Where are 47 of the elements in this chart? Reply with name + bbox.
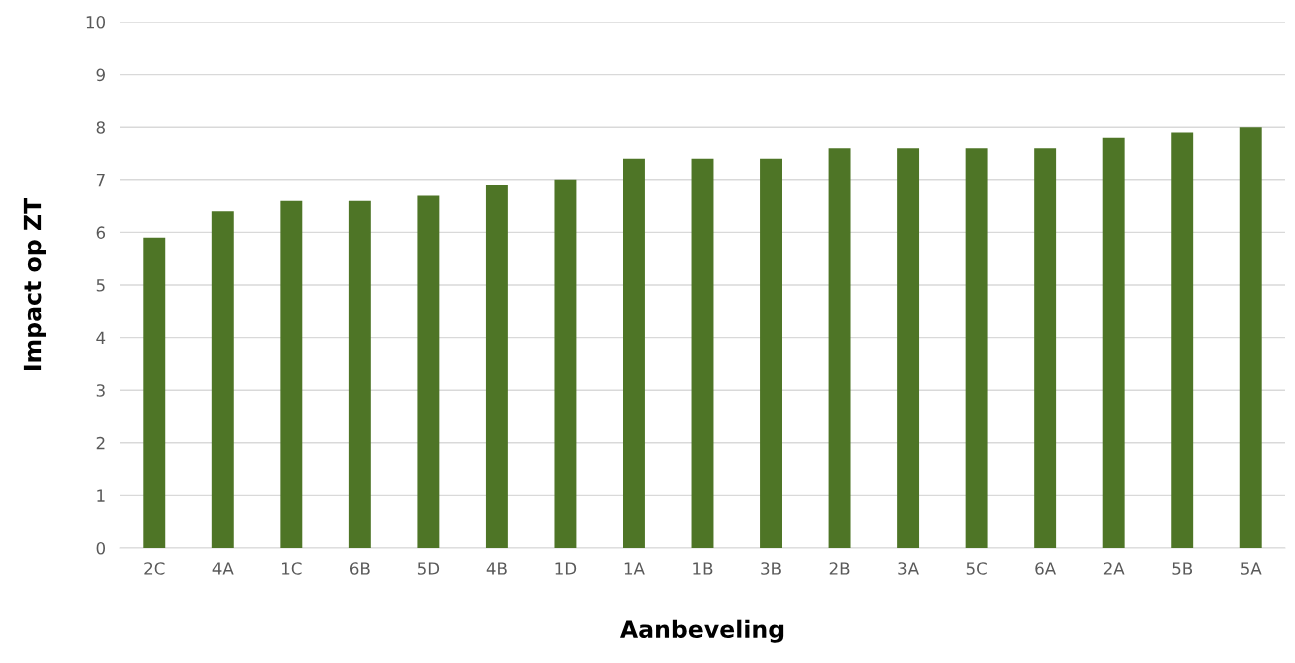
bar (280, 200, 303, 548)
x-tick-label: 1D (555, 562, 577, 575)
bar (965, 148, 988, 548)
x-tick-label: 5C (966, 562, 987, 575)
y-axis-title: Impact op ZT (23, 197, 47, 370)
bar (485, 185, 508, 548)
bar (828, 148, 851, 548)
bar (897, 148, 920, 548)
x-tick-label: 4B (486, 562, 507, 575)
y-tick-label: 10 (86, 15, 105, 29)
bar (1102, 137, 1125, 548)
y-tick-label: 8 (96, 121, 105, 134)
x-tick-label: 2B (829, 562, 850, 575)
y-tick-label: 2 (96, 436, 105, 450)
x-tick-label: 5D (417, 562, 440, 575)
bar (1171, 132, 1194, 548)
bar (143, 237, 166, 548)
y-tick-label: 5 (96, 279, 105, 292)
bar (211, 211, 234, 548)
x-tick-label: 5A (1241, 562, 1262, 575)
bar (1034, 148, 1057, 548)
y-tick-label: 3 (96, 384, 105, 397)
y-tick-label: 7 (96, 173, 105, 187)
x-axis-title: Aanbeveling (620, 619, 784, 643)
x-tick-label: 6A (1035, 562, 1057, 575)
x-tick-label: 4A (212, 562, 234, 575)
x-tick-label: 1C (282, 562, 302, 575)
y-tick-label: 9 (96, 68, 105, 82)
x-tick-label: 3B (761, 562, 781, 575)
bar (691, 158, 714, 548)
bar (623, 158, 645, 548)
bar (348, 200, 371, 548)
bar (1239, 127, 1262, 548)
y-tick-label: 4 (96, 331, 106, 344)
y-tick-label: 0 (96, 541, 105, 555)
bar (554, 179, 577, 548)
y-tick-label: 6 (96, 226, 106, 239)
x-tick-label: 2A (1103, 562, 1125, 575)
x-tick-label: 1A (624, 562, 645, 575)
x-tick-label: 3A (898, 562, 919, 575)
x-tick-label: 2C (144, 562, 165, 575)
x-tick-label: 6B (350, 562, 370, 575)
x-tick-label: 1B (693, 562, 713, 575)
bar (760, 158, 782, 548)
bar (417, 195, 440, 548)
y-tick-label: 1 (97, 489, 105, 502)
x-tick-label: 5B (1172, 562, 1193, 575)
